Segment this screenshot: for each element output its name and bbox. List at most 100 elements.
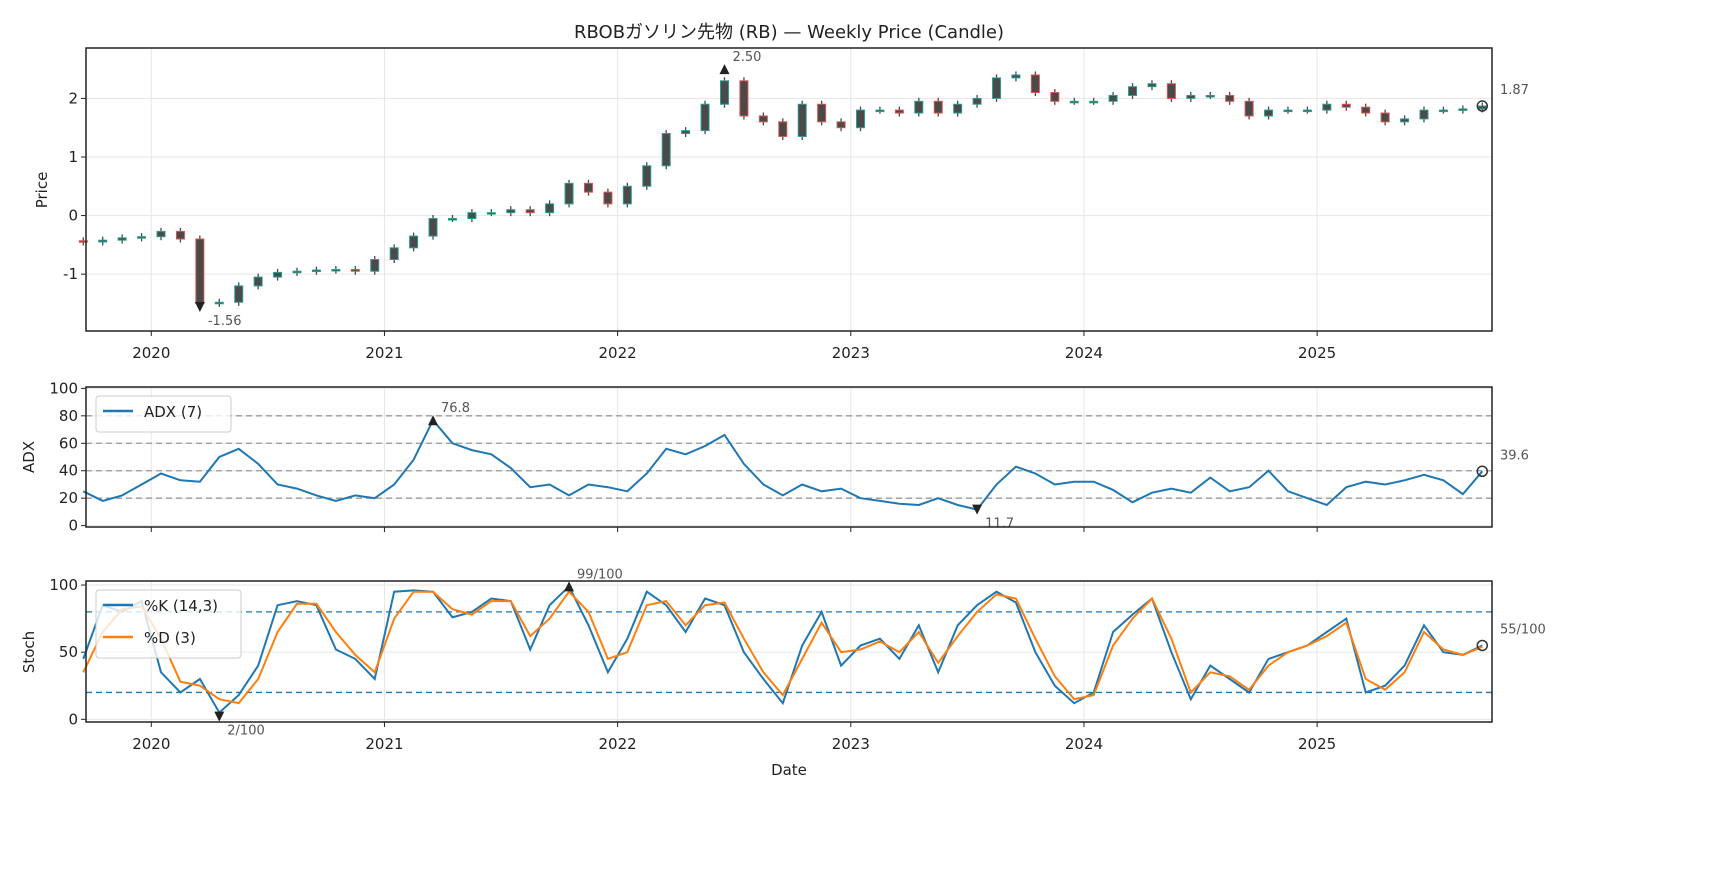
min-marker [214,711,225,722]
y-axis-label-stoch: Stoch [20,631,38,673]
candle-body [78,240,88,243]
legend-box [95,395,232,433]
candle-body [545,203,555,214]
axes-frame [85,47,1493,332]
x-tick-label: 2024 [1065,344,1103,362]
candle-body [292,270,302,274]
y-tick-label: 1 [68,148,78,166]
max-label: 99/100 [577,567,623,582]
series-line-d [82,590,1483,705]
y-tick-label: 20 [59,489,78,507]
chart-title: RBOBガソリン先物 (RB) — Weekly Price (Candle) [574,22,1004,43]
candle-body [719,80,729,105]
max-marker [719,64,730,75]
candle-body [681,130,691,135]
y-tick-label: 2 [68,89,78,107]
candle-body [447,218,457,221]
min-marker [972,504,983,515]
candle-body [856,109,866,129]
min-label: 11.7 [985,517,1014,532]
candle-body [1050,92,1060,102]
candle-body [1186,94,1196,99]
legend-label: %K (14,3) [144,597,218,615]
candle-body [642,165,652,187]
series-line-adx [82,418,1484,511]
candle-body [1302,109,1312,113]
y-tick-label: 100 [49,576,78,594]
candle-body [894,109,904,114]
candle-body [797,103,807,137]
candle-body [525,209,535,214]
candle-body [370,259,380,272]
x-tick-label: 2024 [1065,735,1103,753]
min-label: -1.56 [208,314,242,329]
candle-body [156,230,166,238]
candle-body [603,191,613,205]
candle-body [214,301,224,305]
candle-body [778,121,788,137]
candle-body [195,238,205,304]
candle-body [1400,118,1410,123]
candle-body [350,268,360,272]
last-value-marker [1476,100,1489,112]
candle-body [875,109,885,113]
x-tick-label: 2021 [365,735,403,753]
candle-body [758,115,768,123]
x-tick-label: 2023 [832,344,870,362]
y-tick-label: 100 [49,379,78,397]
candle-body [273,271,283,278]
candle-body [1147,83,1157,88]
last-value-label: 55/100 [1500,622,1546,637]
last-value-label: 1.87 [1500,83,1529,98]
min-marker [194,301,205,312]
axes-frame [85,580,1493,723]
candle-body [331,268,341,272]
candle-body [739,80,749,117]
candle-body [1283,109,1293,113]
candle-body [972,97,982,105]
candle-body [1011,74,1021,79]
candle-body [1128,86,1138,96]
candle-body [1458,108,1468,111]
max-label: 76.8 [441,401,470,416]
candle-body [1166,83,1176,99]
candle-body [836,121,846,129]
candle-body [1380,112,1390,123]
candle-body [700,103,710,132]
candle-body [622,185,632,205]
candle-body [661,133,671,167]
y-tick-label: 50 [59,643,78,661]
legend-label: ADX (7) [144,403,202,421]
y-tick-label: 0 [68,710,78,728]
candle-body [389,247,399,261]
candle-body [1361,106,1371,114]
candle-body [253,276,263,287]
y-tick-label: -1 [63,265,78,283]
candle-body [117,237,127,241]
last-value-marker [1476,639,1489,652]
y-tick-label: 40 [59,462,78,480]
min-label: 2/100 [227,724,264,739]
x-tick-label: 2020 [132,735,170,753]
candle-body [486,212,496,215]
candle-body [311,269,321,273]
y-tick-label: 0 [68,207,78,225]
candle-body [992,77,1002,99]
x-tick-label: 2021 [365,344,403,362]
x-axis-label: Date [771,761,807,779]
candle-body [953,103,963,114]
candle-body [914,100,924,114]
y-axis-label-adx: ADX [20,441,38,473]
candle-body [234,285,244,303]
candle-body [1419,109,1429,120]
max-label: 2.50 [732,50,761,65]
candle-body [1205,94,1215,98]
x-tick-label: 2023 [832,735,870,753]
last-value-marker [1476,465,1489,478]
price-panel: 2020 2021 2022 2023 2024 2025 -1 0 1 2 2.50 -1.56 1.… [63,47,1529,362]
stoch-panel: 2020 2021 2022 2023 2024 2025 0 50 100 %K (14,3)%… [49,567,1545,753]
candle-body [1477,105,1487,110]
y-tick-label: 60 [59,434,78,452]
candle-body [933,100,943,114]
